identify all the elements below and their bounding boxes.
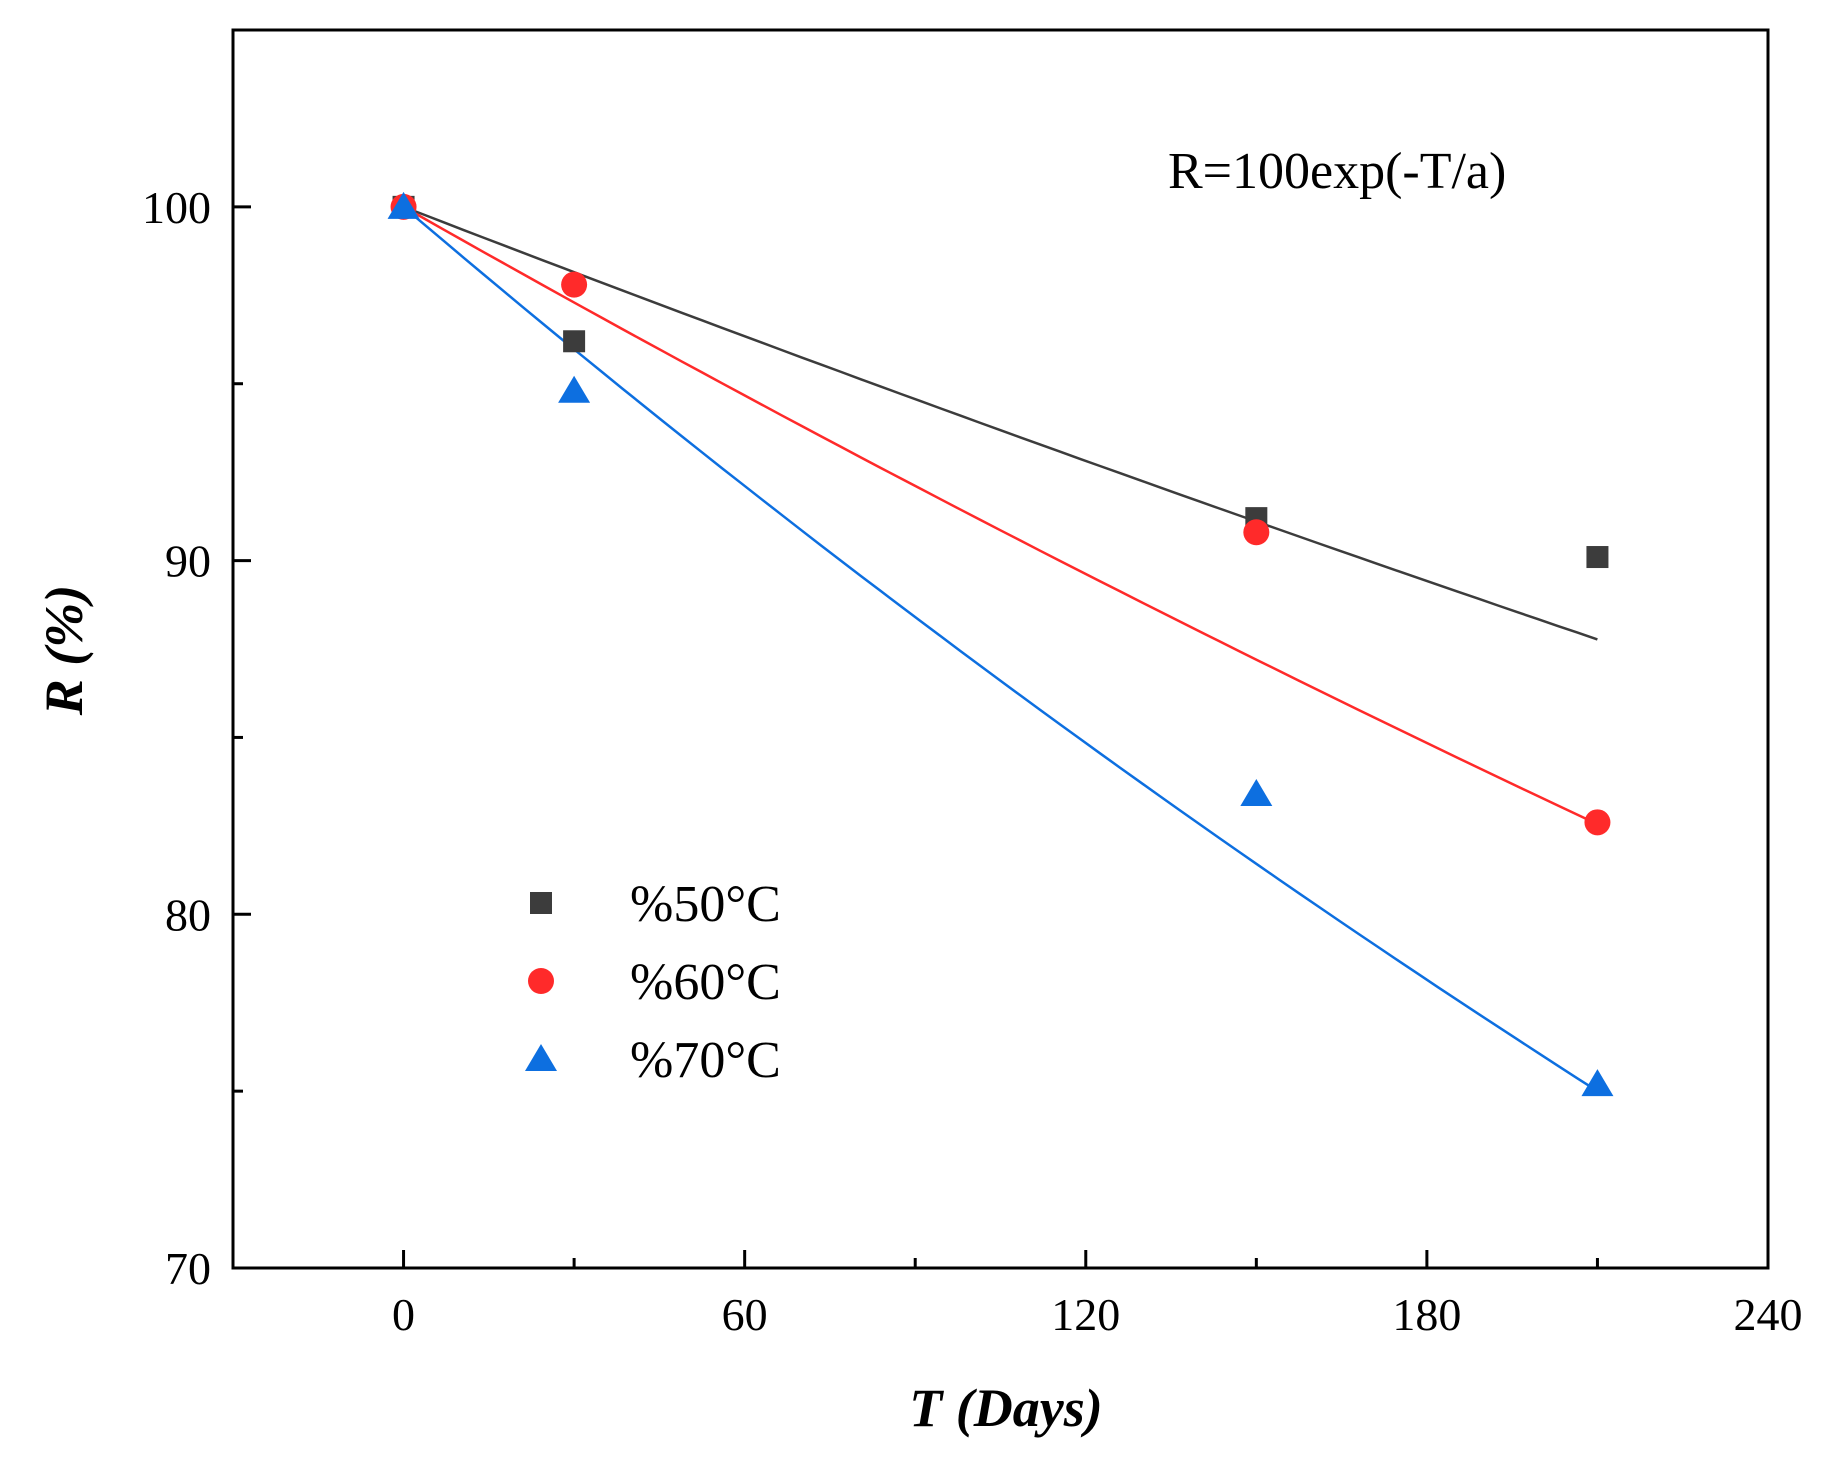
x-tick-label: 180 bbox=[1392, 1289, 1461, 1340]
x-tick-label: 240 bbox=[1734, 1289, 1803, 1340]
y-axis-title: R (%) bbox=[34, 585, 94, 716]
legend-label-series-2: %60°C bbox=[630, 954, 781, 1011]
legend-marker-series-2 bbox=[528, 968, 554, 994]
tick-layer: 0 60 120 180 240 70 80 90 100 bbox=[142, 182, 1803, 1340]
y-tick-label: 70 bbox=[165, 1243, 211, 1294]
legend-marker-series-3 bbox=[525, 1044, 557, 1071]
fit-line-series-2 bbox=[402, 205, 1598, 826]
plot-frame bbox=[231, 28, 1770, 1270]
y-tick-label: 100 bbox=[142, 182, 211, 233]
data-point-series-3-1 bbox=[387, 191, 420, 219]
data-point-series-2-2 bbox=[561, 271, 588, 298]
x-tick-label: 0 bbox=[392, 1289, 415, 1340]
x-tick-label: 120 bbox=[1051, 1289, 1120, 1340]
x-tick-label: 60 bbox=[722, 1289, 768, 1340]
data-point-series-3-4 bbox=[1581, 1069, 1614, 1097]
data-point-series-3-2 bbox=[558, 375, 591, 403]
legend-label-series-3: %70°C bbox=[630, 1032, 781, 1089]
frame-layer bbox=[231, 28, 1770, 1270]
annotation: R=100exp(-T/a) bbox=[1168, 143, 1506, 200]
legend-marker-series-1 bbox=[530, 892, 552, 914]
y-tick-label: 90 bbox=[165, 536, 211, 587]
fit-line-series-3 bbox=[402, 205, 1599, 1093]
legend: %50°C %60°C %70°C bbox=[525, 876, 781, 1089]
x-axis-title: T (Days) bbox=[909, 1378, 1102, 1438]
data-point-series-1-4 bbox=[1586, 546, 1609, 569]
data-point-series-1-2 bbox=[563, 330, 586, 353]
plot-layer bbox=[387, 191, 1614, 1097]
data-point-series-2-3 bbox=[1243, 519, 1270, 546]
data-point-series-2-4 bbox=[1584, 809, 1611, 836]
y-tick-label: 80 bbox=[165, 889, 211, 940]
fit-line-series-1 bbox=[403, 205, 1598, 641]
legend-label-series-1: %50°C bbox=[630, 876, 781, 933]
data-point-series-3-3 bbox=[1240, 779, 1273, 807]
